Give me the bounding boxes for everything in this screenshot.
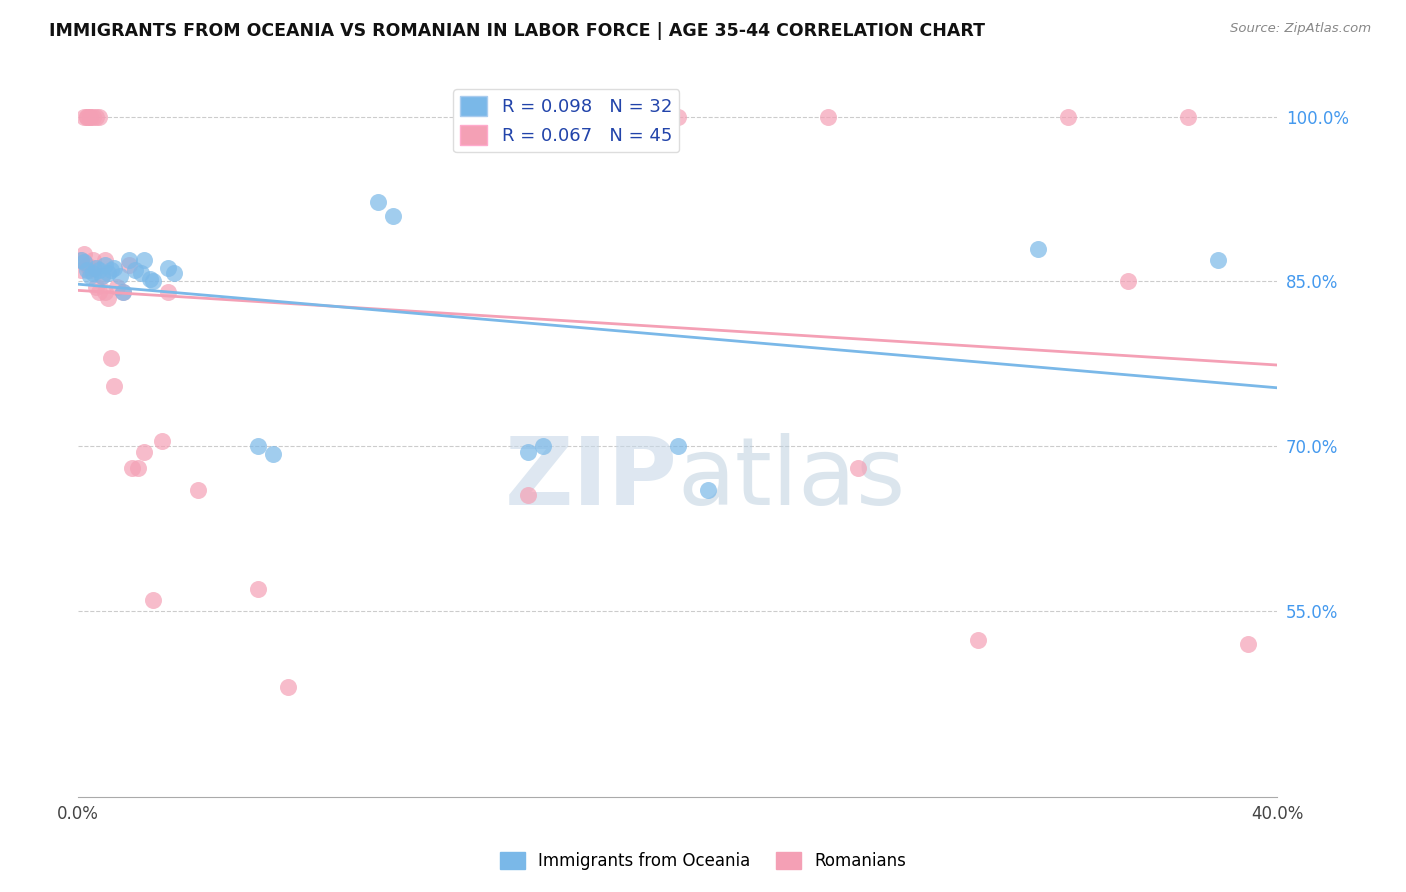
Point [1177, 110, 1199, 124]
Point [132, 252, 155, 267]
Point [76, 110, 98, 124]
Point [100, 351, 122, 366]
Point [157, 285, 180, 300]
Point [84, 261, 107, 276]
Point [105, 280, 128, 294]
Point [84, 110, 107, 124]
Point [367, 195, 389, 210]
Point [381, 209, 404, 223]
Point [121, 461, 143, 475]
Point [70, 252, 93, 267]
Point [94, 285, 117, 300]
Point [91, 268, 114, 283]
Point [150, 434, 173, 448]
Point [1236, 636, 1258, 650]
Point [118, 252, 141, 267]
Point [76, 258, 98, 272]
Point [124, 263, 146, 277]
Point [142, 275, 165, 289]
Point [100, 263, 122, 277]
Point [70, 252, 93, 267]
Point [132, 444, 155, 458]
Legend: Immigrants from Oceania, Romanians: Immigrants from Oceania, Romanians [494, 845, 912, 877]
Point [70, 263, 93, 277]
Point [91, 268, 114, 283]
Point [163, 266, 186, 280]
Text: ZIP: ZIP [505, 433, 678, 524]
Point [666, 110, 689, 124]
Point [112, 285, 135, 300]
Point [94, 258, 117, 272]
Point [516, 444, 538, 458]
Point [817, 110, 839, 124]
Point [129, 266, 152, 280]
Point [108, 268, 131, 283]
Point [97, 266, 120, 280]
Point [97, 291, 120, 305]
Point [87, 285, 110, 300]
Point [103, 378, 125, 392]
Point [118, 258, 141, 272]
Point [666, 439, 689, 453]
Point [531, 439, 554, 453]
Point [576, 110, 599, 124]
Point [79, 263, 101, 277]
Point [112, 285, 135, 300]
Point [76, 263, 98, 277]
Point [142, 592, 165, 607]
Point [76, 110, 98, 124]
Point [1206, 252, 1229, 267]
Point [247, 582, 270, 596]
Point [82, 110, 104, 124]
Point [87, 263, 110, 277]
Point [1116, 275, 1139, 289]
Point [966, 633, 988, 648]
Point [87, 110, 110, 124]
Point [262, 447, 284, 461]
Point [846, 461, 869, 475]
Point [139, 272, 162, 286]
Point [82, 266, 104, 280]
Point [94, 252, 117, 267]
Point [82, 261, 104, 276]
Point [73, 110, 96, 124]
Point [73, 254, 96, 268]
Text: atlas: atlas [678, 433, 905, 524]
Point [157, 261, 180, 276]
Point [82, 252, 104, 267]
Point [1056, 110, 1078, 124]
Point [79, 110, 101, 124]
Legend: R = 0.098   N = 32, R = 0.067   N = 45: R = 0.098 N = 32, R = 0.067 N = 45 [453, 89, 679, 153]
Point [73, 247, 96, 261]
Point [187, 483, 209, 497]
Point [1026, 242, 1049, 256]
Text: Source: ZipAtlas.com: Source: ZipAtlas.com [1230, 22, 1371, 36]
Point [696, 483, 718, 497]
Point [84, 280, 107, 294]
Point [516, 488, 538, 502]
Point [127, 461, 149, 475]
Point [103, 261, 125, 276]
Point [79, 110, 101, 124]
Text: IMMIGRANTS FROM OCEANIA VS ROMANIAN IN LABOR FORCE | AGE 35-44 CORRELATION CHART: IMMIGRANTS FROM OCEANIA VS ROMANIAN IN L… [49, 22, 986, 40]
Point [277, 681, 299, 695]
Point [247, 439, 270, 453]
Point [79, 268, 101, 283]
